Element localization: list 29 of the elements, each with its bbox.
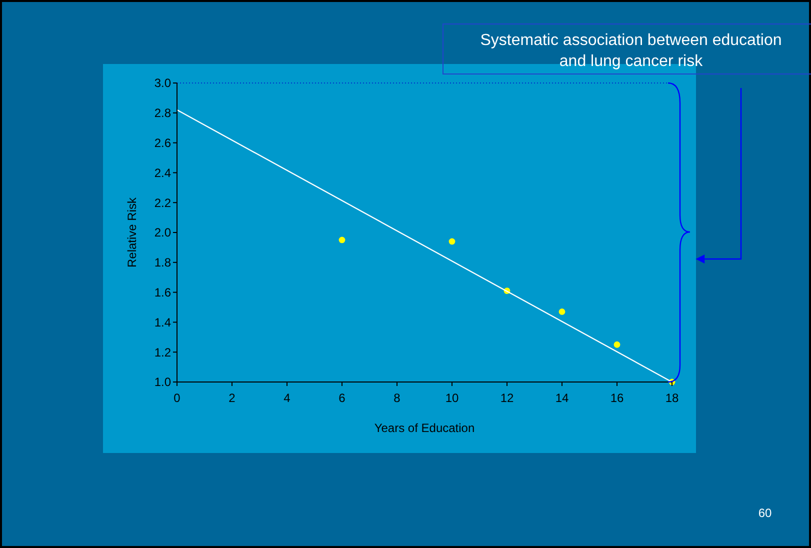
x-tick-label: 10 [445, 391, 459, 405]
x-tick-label: 16 [610, 391, 624, 405]
chart-title: Systematic association between education and lung cancer risk [480, 32, 782, 70]
y-tick-label: 2.8 [154, 106, 172, 120]
x-tick-label: 0 [174, 391, 181, 405]
x-tick-label: 12 [500, 391, 514, 405]
y-tick-label: 2.0 [154, 226, 172, 240]
y-tick-label: 2.6 [154, 136, 172, 150]
y-tick-label: 3.0 [154, 76, 172, 90]
x-tick-label: 18 [665, 391, 679, 405]
y-tick-label: 1.2 [154, 345, 172, 360]
y-tick-label: 1.0 [154, 375, 172, 390]
x-tick-label: 14 [555, 391, 569, 405]
x-tick-label: 4 [284, 391, 291, 405]
y-tick-label: 2.2 [154, 196, 172, 210]
x-tick-label: 2 [228, 391, 236, 405]
point [448, 238, 456, 245]
y-tick-label: 1.6 [154, 286, 172, 300]
x-tick-label: 6 [338, 391, 346, 405]
point [614, 341, 620, 348]
text: 60 [758, 506, 772, 520]
y-tick-label: 2.4 [154, 166, 172, 180]
point [558, 308, 566, 315]
point [338, 236, 346, 244]
y-tick-label: 1.8 [154, 256, 172, 270]
x-axis-title: Years of Education [374, 421, 475, 435]
y-tick-label: 1.4 [154, 315, 172, 330]
x-tick-label: 8 [394, 391, 401, 405]
y-axis-title: Relative Risk [125, 196, 139, 268]
